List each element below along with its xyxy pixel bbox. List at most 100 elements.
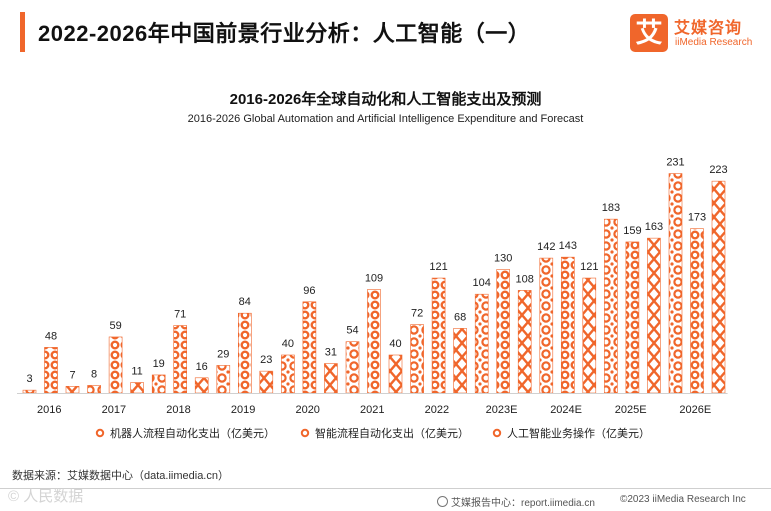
title-accent-bar bbox=[20, 12, 25, 52]
x-tick-2022: 2022 bbox=[425, 404, 449, 416]
data-label-2021-s2: 40 bbox=[389, 338, 401, 350]
bar-2025E-s2 bbox=[647, 237, 661, 394]
bar-chart: 3 48 7 8 59 11 19 71 16 29 84 23 40 96 31 54 109 40 72 121 6… bbox=[17, 157, 728, 440]
bar-2019-s0 bbox=[216, 365, 231, 394]
data-label-2016-s0: 3 bbox=[26, 373, 32, 385]
bar-2024E-s2 bbox=[582, 277, 597, 394]
legend-label-s1: 智能流程自动化支出（亿美元） bbox=[315, 426, 469, 440]
x-tick-2017: 2017 bbox=[102, 404, 126, 416]
bar-2021-s1 bbox=[367, 289, 381, 394]
data-label-2022-s1: 121 bbox=[429, 261, 447, 273]
x-tick-2020: 2020 bbox=[295, 404, 319, 416]
data-label-2019-s0: 29 bbox=[217, 348, 229, 360]
bar-2019-s2 bbox=[259, 370, 274, 394]
bar-2020-s2 bbox=[324, 363, 338, 394]
bar-2019-s1 bbox=[238, 312, 252, 394]
bar-2021-s0 bbox=[345, 341, 360, 394]
legend-marker-s1 bbox=[300, 428, 310, 438]
footer-copyright: ©2023 iiMedia Research Inc bbox=[620, 494, 746, 505]
data-label-2019-s2: 23 bbox=[260, 354, 272, 366]
data-source: 数据来源：艾媒数据中心（data.iimedia.cn） bbox=[12, 470, 229, 482]
data-label-2023E-s0: 104 bbox=[473, 277, 491, 289]
data-label-2026E-s0: 231 bbox=[666, 157, 684, 169]
bar-2022-s1 bbox=[431, 277, 446, 394]
data-label-2017-s1: 59 bbox=[109, 320, 121, 332]
chart-subtitle: 2016-2026 Global Automation and Artifici… bbox=[187, 113, 584, 125]
x-tick-2018: 2018 bbox=[166, 404, 190, 416]
globe-icon bbox=[437, 496, 448, 507]
data-label-2018-s0: 19 bbox=[153, 358, 165, 370]
bar-2017-s1 bbox=[108, 336, 123, 394]
bar-2016-s2 bbox=[65, 386, 80, 394]
bar-2025E-s1 bbox=[625, 241, 640, 394]
bar-2021-s2 bbox=[388, 354, 403, 394]
legend-label-s2: 人工智能业务操作（亿美元） bbox=[507, 426, 650, 440]
data-label-2025E-s2: 163 bbox=[645, 221, 663, 233]
x-tick-2016: 2016 bbox=[37, 404, 61, 416]
bar-2022-s2 bbox=[453, 328, 467, 394]
bar-2025E-s0 bbox=[604, 218, 618, 394]
data-label-2020-s2: 31 bbox=[325, 347, 337, 359]
footer-report-text: 艾媒报告中心：report.iimedia.cn bbox=[451, 498, 595, 509]
footer-report-link[interactable]: 艾媒报告中心：report.iimedia.cn bbox=[437, 494, 595, 509]
data-label-2016-s2: 7 bbox=[69, 369, 75, 381]
bar-2026E-s0 bbox=[668, 173, 683, 394]
bar-2020-s1 bbox=[302, 301, 317, 394]
legend-marker-s0 bbox=[95, 428, 105, 438]
bar-2024E-s0 bbox=[539, 257, 554, 394]
bar-2017-s0 bbox=[87, 385, 101, 394]
data-label-2021-s0: 54 bbox=[346, 325, 358, 337]
data-label-2023E-s2: 108 bbox=[516, 273, 534, 285]
data-label-2025E-s1: 159 bbox=[623, 225, 641, 237]
bar-2026E-s1 bbox=[690, 228, 704, 394]
data-label-2017-s0: 8 bbox=[91, 368, 97, 380]
brand-logo: 艾 艾媒咨询 iiMedia Research bbox=[630, 14, 760, 54]
data-label-2024E-s2: 121 bbox=[580, 261, 598, 273]
bar-2020-s0 bbox=[281, 354, 295, 394]
data-label-2018-s1: 71 bbox=[174, 309, 186, 321]
legend-marker-s2 bbox=[492, 428, 502, 438]
brand-name-cn: 艾媒咨询 bbox=[674, 20, 743, 37]
data-label-2018-s2: 16 bbox=[196, 361, 208, 373]
bar-2017-s2 bbox=[130, 382, 144, 394]
data-label-2022-s0: 72 bbox=[411, 308, 423, 320]
data-label-2024E-s0: 142 bbox=[537, 241, 555, 253]
data-label-2025E-s0: 183 bbox=[602, 202, 620, 214]
data-label-2026E-s2: 223 bbox=[709, 164, 727, 176]
bar-2018-s1 bbox=[173, 325, 187, 394]
bar-2023E-s1 bbox=[496, 269, 511, 394]
x-tick-2019: 2019 bbox=[231, 404, 255, 416]
bar-2023E-s0 bbox=[474, 293, 489, 394]
bar-2023E-s2 bbox=[517, 290, 532, 394]
x-tick-2025E: 2025E bbox=[615, 404, 647, 416]
legend: 机器人流程自动化支出（亿美元） 智能流程自动化支出（亿美元） 人工智能业务操作（亿美… bbox=[95, 426, 650, 440]
bar-2026E-s2 bbox=[711, 180, 726, 394]
bar-2018-s0 bbox=[151, 374, 166, 394]
data-label-2019-s1: 84 bbox=[239, 296, 251, 308]
bar-2016-s0 bbox=[22, 389, 37, 394]
bar-2018-s2 bbox=[194, 377, 209, 394]
footer-divider bbox=[0, 488, 771, 489]
x-tick-2021: 2021 bbox=[360, 404, 384, 416]
chart-title: 2016-2026年全球自动化和人工智能支出及预测 bbox=[229, 91, 542, 108]
x-tick-2026E: 2026E bbox=[679, 404, 711, 416]
data-label-2024E-s1: 143 bbox=[559, 240, 577, 252]
bar-2022-s0 bbox=[410, 324, 424, 394]
data-label-2016-s1: 48 bbox=[45, 330, 57, 342]
data-label-2020-s1: 96 bbox=[303, 285, 315, 297]
bar-2024E-s1 bbox=[560, 256, 575, 394]
x-tick-labels: 2016 2017 2018 2019 2020 2021 2022 2023E 2024E 20… bbox=[37, 404, 711, 416]
watermark: © 人民数据 bbox=[8, 488, 84, 505]
legend-label-s0: 机器人流程自动化支出（亿美元） bbox=[110, 426, 275, 440]
data-label-2017-s2: 11 bbox=[131, 366, 142, 378]
brand-mark-icon: 艾 bbox=[630, 14, 668, 52]
page-title: 2022-2026年中国前景行业分析：人工智能（一） bbox=[38, 21, 531, 46]
x-tick-2024E: 2024E bbox=[550, 404, 582, 416]
bar-2016-s1 bbox=[44, 347, 58, 394]
data-label-2021-s1: 109 bbox=[365, 272, 383, 284]
data-label-2022-s2: 68 bbox=[454, 311, 466, 323]
brand-name-en: iiMedia Research bbox=[675, 37, 753, 48]
data-label-2020-s0: 40 bbox=[282, 338, 294, 350]
data-label-2026E-s1: 173 bbox=[688, 212, 706, 224]
bars-group: 3 48 7 8 59 11 19 71 16 29 84 23 40 96 31 54 109 40 72 121 6… bbox=[22, 157, 728, 394]
